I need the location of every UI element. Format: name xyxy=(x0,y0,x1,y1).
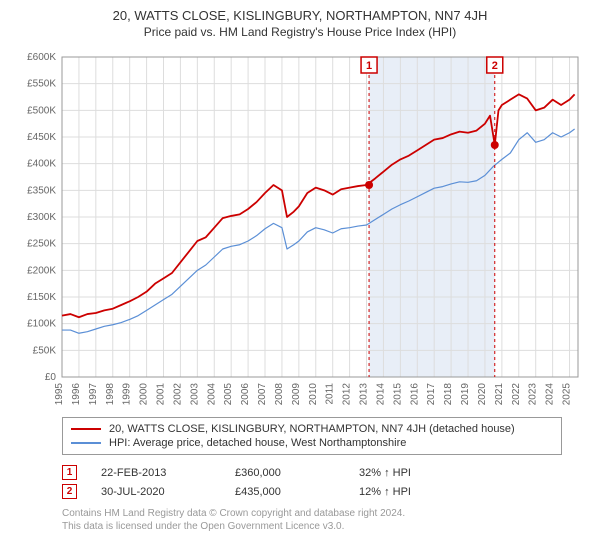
x-tick-label: 2022 xyxy=(511,383,522,406)
x-tick-label: 2016 xyxy=(409,383,420,406)
x-tick-label: 1998 xyxy=(105,383,116,406)
footnote-line-2: This data is licensed under the Open Gov… xyxy=(62,520,588,533)
x-tick-label: 2001 xyxy=(156,383,167,406)
x-tick-label: 2002 xyxy=(172,383,183,406)
sales-row: 2 30-JUL-2020 £435,000 12% ↑ HPI xyxy=(62,482,588,501)
legend-swatch xyxy=(71,428,101,430)
sale-index-box: 2 xyxy=(62,484,77,499)
y-tick-label: £200K xyxy=(27,265,56,276)
y-tick-label: £0 xyxy=(45,372,57,383)
price-chart: £0 £50K £100K £150K £200K £250K £300K £350K £400… xyxy=(12,47,588,407)
series-price_paid xyxy=(62,94,575,317)
x-tick-label: 2021 xyxy=(494,383,505,406)
footnote-line-1: Contains HM Land Registry data © Crown c… xyxy=(62,507,588,520)
sale-index-box: 1 xyxy=(62,465,77,480)
x-tick-label: 2018 xyxy=(443,383,454,406)
x-tick-label: 2025 xyxy=(562,383,573,406)
x-tick-label: 2004 xyxy=(206,383,217,406)
x-tick-label: 2005 xyxy=(223,383,234,406)
x-tick-label: 2007 xyxy=(257,383,268,406)
y-tick-label: £450K xyxy=(27,132,56,143)
y-tick-label: £250K xyxy=(27,239,56,250)
y-tick-label: £300K xyxy=(27,212,56,223)
y-tick-label: £50K xyxy=(33,345,57,356)
y-tick-label: £150K xyxy=(27,292,56,303)
legend: 20, WATTS CLOSE, KISLINGBURY, NORTHAMPTO… xyxy=(62,417,562,455)
x-tick-label: 2020 xyxy=(477,383,488,406)
legend-swatch xyxy=(71,442,101,443)
sale-marker-number: 2 xyxy=(492,60,498,72)
sale-date: 30-JUL-2020 xyxy=(101,486,211,498)
x-tick-label: 2000 xyxy=(139,383,150,406)
y-tick-label: £600K xyxy=(27,52,56,63)
page-subtitle: Price paid vs. HM Land Registry's House … xyxy=(12,25,588,39)
x-tick-label: 1999 xyxy=(122,383,133,406)
page-title: 20, WATTS CLOSE, KISLINGBURY, NORTHAMPTO… xyxy=(12,8,588,23)
sales-row: 1 22-FEB-2013 £360,000 32% ↑ HPI xyxy=(62,463,588,482)
y-tick-label: £500K xyxy=(27,105,56,116)
sale-marker-dot xyxy=(365,181,373,189)
x-tick-label: 2014 xyxy=(375,383,386,406)
legend-row: 20, WATTS CLOSE, KISLINGBURY, NORTHAMPTO… xyxy=(71,422,553,436)
x-tick-label: 2008 xyxy=(274,383,285,406)
x-tick-label: 1996 xyxy=(71,383,82,406)
x-tick-label: 2013 xyxy=(359,383,370,406)
x-tick-label: 2012 xyxy=(342,383,353,406)
x-tick-label: 2011 xyxy=(325,383,336,405)
legend-row: HPI: Average price, detached house, West… xyxy=(71,436,553,450)
x-tick-label: 2015 xyxy=(392,383,403,406)
sale-marker-number: 1 xyxy=(366,60,372,72)
sale-price: £360,000 xyxy=(235,467,335,479)
x-tick-label: 2023 xyxy=(528,383,539,406)
series-hpi xyxy=(62,129,575,333)
legend-label: 20, WATTS CLOSE, KISLINGBURY, NORTHAMPTO… xyxy=(109,423,515,435)
x-tick-label: 2009 xyxy=(291,383,302,406)
y-tick-label: £350K xyxy=(27,185,56,196)
sale-date: 22-FEB-2013 xyxy=(101,467,211,479)
x-tick-label: 2017 xyxy=(426,383,437,406)
x-tick-label: 2010 xyxy=(308,383,319,406)
footnote: Contains HM Land Registry data © Crown c… xyxy=(62,507,588,533)
sale-delta: 32% ↑ HPI xyxy=(359,467,459,479)
x-tick-label: 1995 xyxy=(54,383,65,406)
y-tick-label: £100K xyxy=(27,319,56,330)
sale-delta: 12% ↑ HPI xyxy=(359,486,459,498)
x-tick-label: 2003 xyxy=(189,383,200,406)
x-tick-label: 2006 xyxy=(240,383,251,406)
sales-table: 1 22-FEB-2013 £360,000 32% ↑ HPI 2 30-JUL-202… xyxy=(62,463,588,501)
x-tick-label: 1997 xyxy=(88,383,99,406)
y-tick-label: £400K xyxy=(27,159,56,170)
x-tick-label: 2019 xyxy=(460,383,471,406)
sale-price: £435,000 xyxy=(235,486,335,498)
y-tick-label: £550K xyxy=(27,79,56,90)
legend-label: HPI: Average price, detached house, West… xyxy=(109,437,406,449)
sale-marker-dot xyxy=(491,141,499,149)
x-tick-label: 2024 xyxy=(545,383,556,406)
